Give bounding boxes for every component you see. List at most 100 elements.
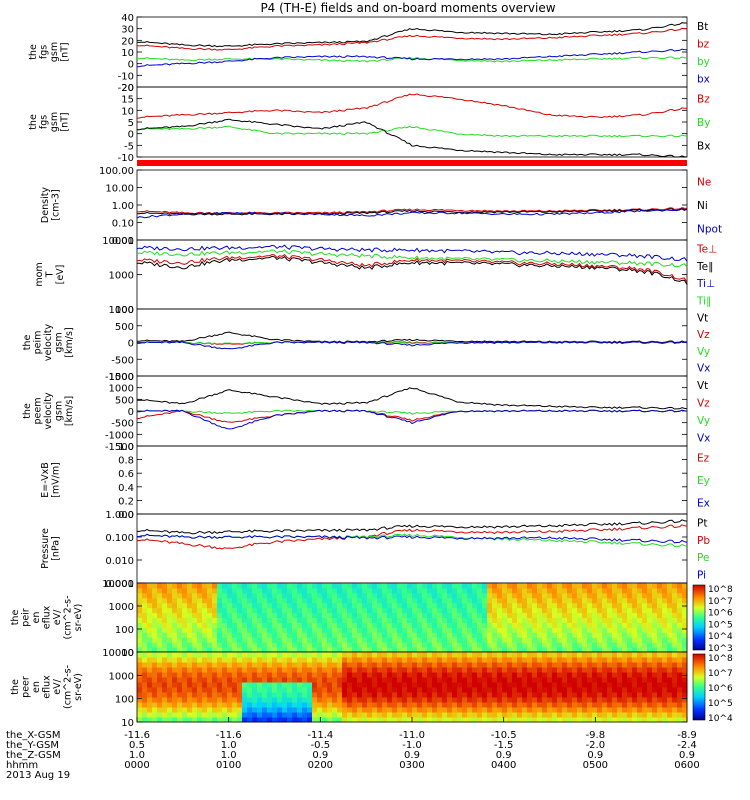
heat-cell [172,607,178,614]
heat-cell [422,697,428,703]
heat-cell [222,652,228,658]
heat-cell [657,597,663,604]
heat-cell [522,627,528,633]
heat-cell [277,637,283,643]
heat-cell [542,657,548,663]
heat-cell [532,672,538,678]
heat-cell [627,667,633,673]
heat-cell [237,702,243,708]
heat-cell [647,647,653,653]
heat-cell [387,627,393,633]
heat-cell [362,652,368,658]
heat-cell [292,702,298,708]
heat-cell [447,642,453,648]
legend-label: Vx [697,363,710,375]
heat-cell [632,637,638,643]
heat-cell [167,602,173,609]
heat-cell [327,697,333,703]
heat-cell [337,682,343,688]
heat-cell [227,597,233,604]
heat-cell [327,657,333,663]
heat-cell [217,617,223,623]
heat-cell [162,602,168,609]
heat-cell [367,672,373,678]
heat-cell [682,687,688,693]
heat-cell [377,712,383,718]
heat-cell [232,682,238,688]
heat-cell [187,677,193,683]
heat-cell [222,627,228,633]
heat-cell [252,597,258,604]
heat-cell [627,637,633,643]
heat-cell [492,682,498,688]
heat-cell [682,717,688,723]
y-tick-label: 1000 [109,384,134,395]
heat-cell [677,657,683,663]
heat-cell [292,682,298,688]
heat-cell [472,612,478,618]
heat-cell [377,697,383,703]
heat-cell [167,587,173,594]
heat-cell [307,627,313,633]
heat-cell [507,662,513,668]
heat-cell [682,583,688,589]
heat-cell [352,667,358,673]
heat-cell [532,687,538,693]
heat-cell [247,702,253,708]
heat-cell [377,607,383,614]
heat-cell [367,617,373,623]
heat-cell [447,687,453,693]
heat-cell [267,697,273,703]
heat-cell [487,682,493,688]
heat-cell [402,667,408,673]
heat-cell [607,597,613,604]
heat-cell [392,587,398,594]
heat-cell [292,657,298,663]
y-tick-label: 0.8 [118,456,134,467]
heat-cell [627,632,633,638]
heat-cell [437,587,443,594]
heat-cell [362,657,368,663]
heat-cell [137,672,143,678]
heat-cell [517,712,523,718]
heat-cell [457,637,463,643]
heat-cell [427,583,433,589]
heat-cell [232,587,238,594]
heat-cell [527,677,533,683]
heat-cell [347,607,353,614]
heat-cell [257,697,263,703]
heat-cell [317,622,323,628]
heat-cell [662,712,668,718]
heat-cell [242,682,248,688]
heat-cell [562,662,568,668]
y-tick-label: 1500 [109,372,134,383]
heat-cell [417,697,423,703]
heat-cell [427,632,433,638]
heat-cell [562,627,568,633]
heat-cell [362,637,368,643]
heat-cell [362,662,368,668]
heat-cell [167,677,173,683]
heat-cell [257,682,263,688]
heat-cell [282,707,288,713]
heat-cell [552,702,558,708]
heat-cell [557,617,563,623]
heat-cell [537,717,543,723]
heat-cell [202,707,208,713]
heat-cell [387,717,393,723]
heat-cell [312,612,318,618]
heat-cell [412,677,418,683]
heat-cell [677,583,683,589]
heat-cell [302,667,308,673]
heat-cell [272,667,278,673]
heat-cell [367,627,373,633]
heat-cell [652,712,658,718]
heat-cell [182,607,188,614]
heat-cell [567,672,573,678]
heat-cell [502,697,508,703]
heat-cell [472,717,478,723]
heat-cell [187,602,193,609]
heat-cell [462,657,468,663]
heat-cell [452,657,458,663]
heat-cell [482,672,488,678]
